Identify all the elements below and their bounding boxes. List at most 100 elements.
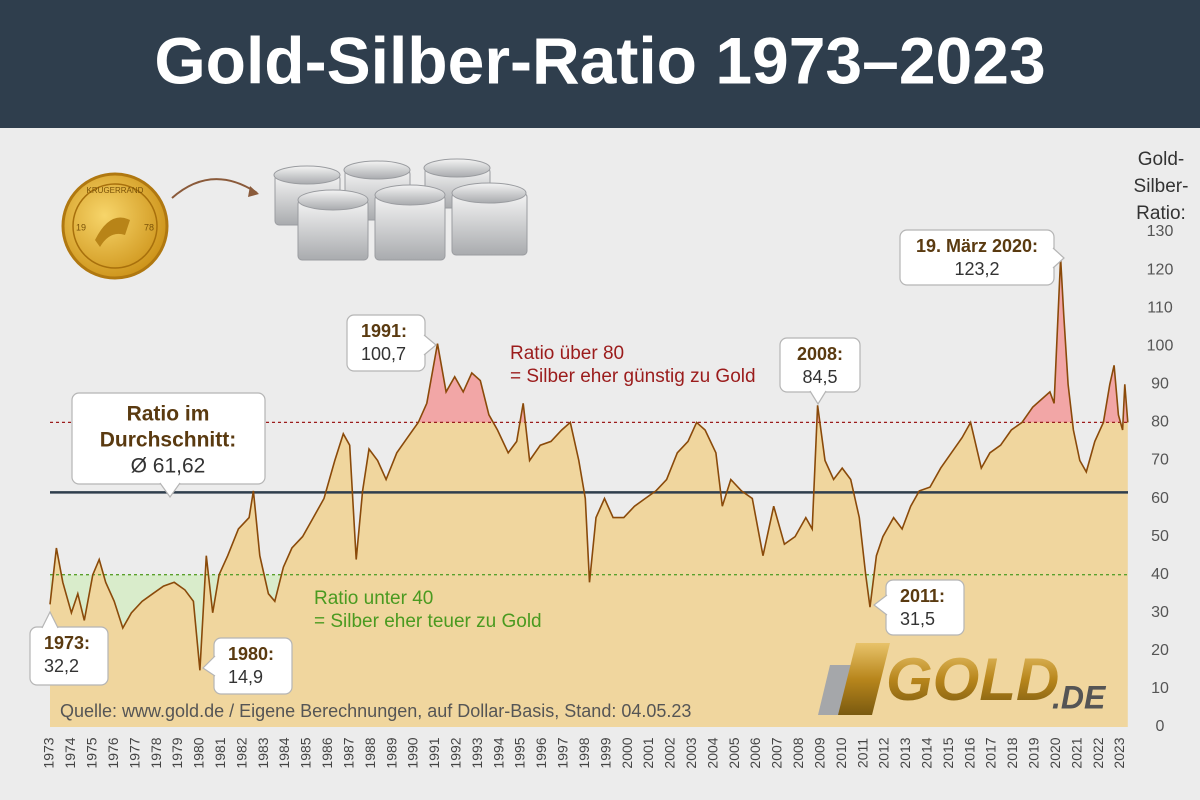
header xyxy=(0,0,1200,128)
x-tick-label: 1979 xyxy=(169,737,185,768)
callout-box xyxy=(29,626,109,686)
callout-value: 84,5 xyxy=(802,367,837,387)
x-tick-label: 2013 xyxy=(897,737,913,768)
y-tick-label: 0 xyxy=(1156,718,1165,735)
x-tick-label: 1975 xyxy=(84,737,100,768)
y-tick-label: 70 xyxy=(1151,452,1169,469)
callout-title: 19. März 2020: xyxy=(916,236,1038,256)
callout-title: Ratio im xyxy=(127,403,210,426)
x-tick-label: 2021 xyxy=(1068,737,1084,768)
reference-text: = Silber eher günstig zu Gold xyxy=(510,366,756,387)
x-tick-label: 1983 xyxy=(255,737,271,768)
y-tick-label: 50 xyxy=(1151,528,1169,545)
y-tick-label: 90 xyxy=(1151,376,1169,393)
x-tick-label: 1986 xyxy=(319,737,335,768)
x-tick-label: 2010 xyxy=(833,737,849,768)
callout-pointer xyxy=(202,655,216,677)
x-tick-label: 2005 xyxy=(726,737,742,768)
x-tick-label: 1989 xyxy=(383,737,399,768)
y-tick-label: 80 xyxy=(1151,414,1169,431)
x-tick-label: 1987 xyxy=(340,737,356,768)
callout-value: Ø 61,62 xyxy=(131,455,206,478)
callout-pointer xyxy=(423,334,437,356)
callout-pointer xyxy=(159,482,181,499)
x-tick-label: 2006 xyxy=(747,737,763,768)
x-tick-label: 1992 xyxy=(447,737,463,768)
callout-title: 1991: xyxy=(361,321,407,341)
x-tick-label: 1994 xyxy=(490,737,506,768)
x-tick-label: 2015 xyxy=(940,737,956,768)
x-tick-label: 1976 xyxy=(105,737,121,768)
x-tick-label: 2016 xyxy=(961,737,977,768)
callout: Ratio im Durchschnitt: Ø 61,62 xyxy=(71,392,266,499)
line xyxy=(49,257,1129,671)
x-tick-label: 2018 xyxy=(1004,737,1020,768)
callout-title: 1973: xyxy=(44,633,90,653)
x-tick-label: 1982 xyxy=(233,737,249,768)
x-tick-label: 1974 xyxy=(62,737,78,768)
area xyxy=(50,257,1128,727)
x-tick-label: 2009 xyxy=(811,737,827,768)
logo-text: GOLD xyxy=(886,646,1059,713)
x-tick-label: 2008 xyxy=(790,737,806,768)
coin-text: KRUGERRAND xyxy=(87,186,144,195)
y-axis-label: Gold-Silber-Ratio: xyxy=(1133,149,1189,224)
x-tick-label: 1993 xyxy=(469,737,485,768)
x-tick-label: 2004 xyxy=(704,737,720,768)
x-tick-label: 1981 xyxy=(212,737,228,768)
callout-value: 14,9 xyxy=(228,667,263,687)
x-tick-label: 1977 xyxy=(126,737,142,768)
callout-title: Durchschnitt: xyxy=(100,429,237,452)
x-tick-label: 1973 xyxy=(41,737,57,768)
y-tick-label: 60 xyxy=(1151,490,1169,507)
callout: 1991: 100,7 xyxy=(346,314,437,372)
y-tick-label: 30 xyxy=(1151,604,1169,621)
plot-area: 0 10 20 30 40 50 60 70 80 90 100 110 120 130 1973 1974 1… xyxy=(29,223,1174,769)
callout-pointer xyxy=(809,390,827,406)
x-tick-label: 1997 xyxy=(555,737,571,768)
illustration: KRUGERRAND 19 78 xyxy=(61,158,528,280)
reference-text: Ratio unter 40 xyxy=(314,588,433,609)
x-tick-label: 1998 xyxy=(576,737,592,768)
x-tick-label: 2014 xyxy=(919,737,935,768)
band xyxy=(418,257,1128,423)
callout: 19. März 2020: 123,2 xyxy=(899,229,1065,286)
coin-text: 19 xyxy=(76,222,86,232)
callout-pointer xyxy=(873,594,888,616)
x-tick-label: 1996 xyxy=(533,737,549,768)
x-tick-label: 2017 xyxy=(983,737,999,768)
chart-title: Gold-Silber-Ratio 1973–2023 xyxy=(154,23,1045,97)
x-tick-label: 1984 xyxy=(276,737,292,768)
reference-text: Ratio über 80 xyxy=(510,343,624,364)
callout-value: 123,2 xyxy=(954,259,999,279)
x-tick-label: 1995 xyxy=(512,737,528,768)
x-tick-label: 2022 xyxy=(1090,737,1106,768)
source: Quelle: www.gold.de / Eigene Berechnunge… xyxy=(60,701,691,721)
x-tick-label: 2000 xyxy=(619,737,635,768)
x-tick-label: 2012 xyxy=(876,737,892,768)
callout-pointer xyxy=(1052,247,1065,269)
callout-value: 100,7 xyxy=(361,344,406,364)
x-tick-label: 2003 xyxy=(683,737,699,768)
x-tick-label: 2007 xyxy=(769,737,785,768)
band xyxy=(50,574,875,671)
coin-text: 78 xyxy=(144,222,154,232)
y-tick-label: 40 xyxy=(1151,566,1169,583)
callout-value: 32,2 xyxy=(44,656,79,676)
callout-title: 1980: xyxy=(228,644,274,664)
x-tick-label: 1999 xyxy=(597,737,613,768)
x-tick-label: 2020 xyxy=(1047,737,1063,768)
callout-title: 2008: xyxy=(797,344,843,364)
reference-text: = Silber eher teuer zu Gold xyxy=(314,611,542,632)
x-tick-label: 2011 xyxy=(854,738,870,768)
x-tick-label: 2019 xyxy=(1026,737,1042,768)
y-tick-label: 120 xyxy=(1147,261,1174,278)
y-tick-label: 110 xyxy=(1147,299,1173,316)
callout: 1973: 32,2 xyxy=(29,610,109,686)
callout: 2011: 31,5 xyxy=(873,579,965,636)
x-tick-label: 1990 xyxy=(405,737,421,768)
x-tick-label: 2023 xyxy=(1111,737,1127,768)
x-tick-label: 1978 xyxy=(148,737,164,768)
